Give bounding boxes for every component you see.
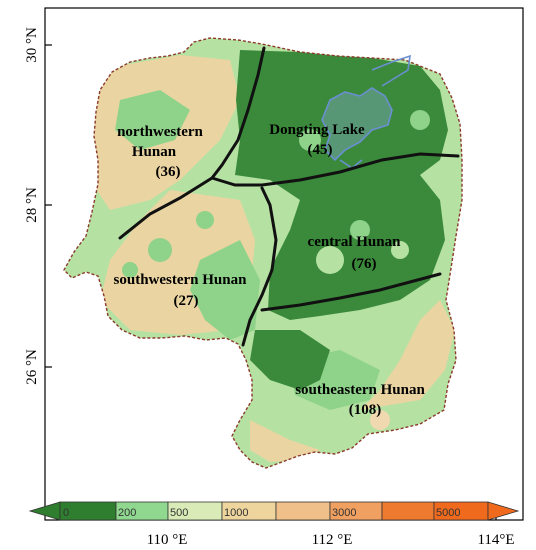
region-labels: northwestern Hunan (36) Dongting Lake (4… [114,122,426,418]
legend-label-5000: 5000 [436,507,460,519]
legend-label-3000: 3000 [332,507,356,519]
elevation-legend: 0 200 500 1000 3000 5000 [28,501,520,521]
region-count-southeastern: (108) [349,402,382,418]
tan-highland-south [250,420,320,462]
dongting-lake [321,54,411,169]
x-tick-label-112: 112 °E [312,532,353,548]
region-label-dongting: Dongting Lake [269,122,365,138]
region-label-northwestern-line1: northwestern [117,124,203,140]
region-label-southeastern: southeastern Hunan [295,382,425,398]
boundary-dongting-central [210,152,460,187]
legend-label-0: 0 [63,507,69,519]
region-boundaries [118,46,460,347]
x-tick-label-114: 114°E [477,532,514,548]
legend-right-arrow [487,501,520,521]
region-count-southwestern: (27) [174,293,199,309]
legend-label-500: 500 [170,507,188,519]
legend-swatch-4 [275,501,331,521]
legend-swatch-6 [381,501,435,521]
boundary-southwest-central [241,186,278,347]
y-tick-label-26: 26 °N [24,349,40,385]
region-count-northwestern: (36) [156,164,181,180]
y-axis [45,44,52,368]
tan-highland-southeast [360,300,455,410]
x-tick-label-110: 110 °E [147,532,188,548]
region-count-dongting: (45) [308,142,333,158]
legend-label-200: 200 [118,507,136,519]
boundary-northwest-dongting [118,46,266,240]
mid-green-southwest [190,240,260,340]
region-label-southwestern: southwestern Hunan [114,272,248,288]
legend-label-1000: 1000 [224,507,248,519]
region-label-central: central Hunan [308,234,402,250]
y-tick-label-30: 30 °N [24,27,40,63]
boundary-central-southeast [260,272,442,312]
region-count-central: (76) [352,256,377,272]
region-label-northwestern-line2: Hunan [132,144,177,160]
mid-green-northwest [115,90,190,150]
y-tick-label-28: 28 °N [24,187,40,223]
low-plain-south-central [250,330,330,390]
